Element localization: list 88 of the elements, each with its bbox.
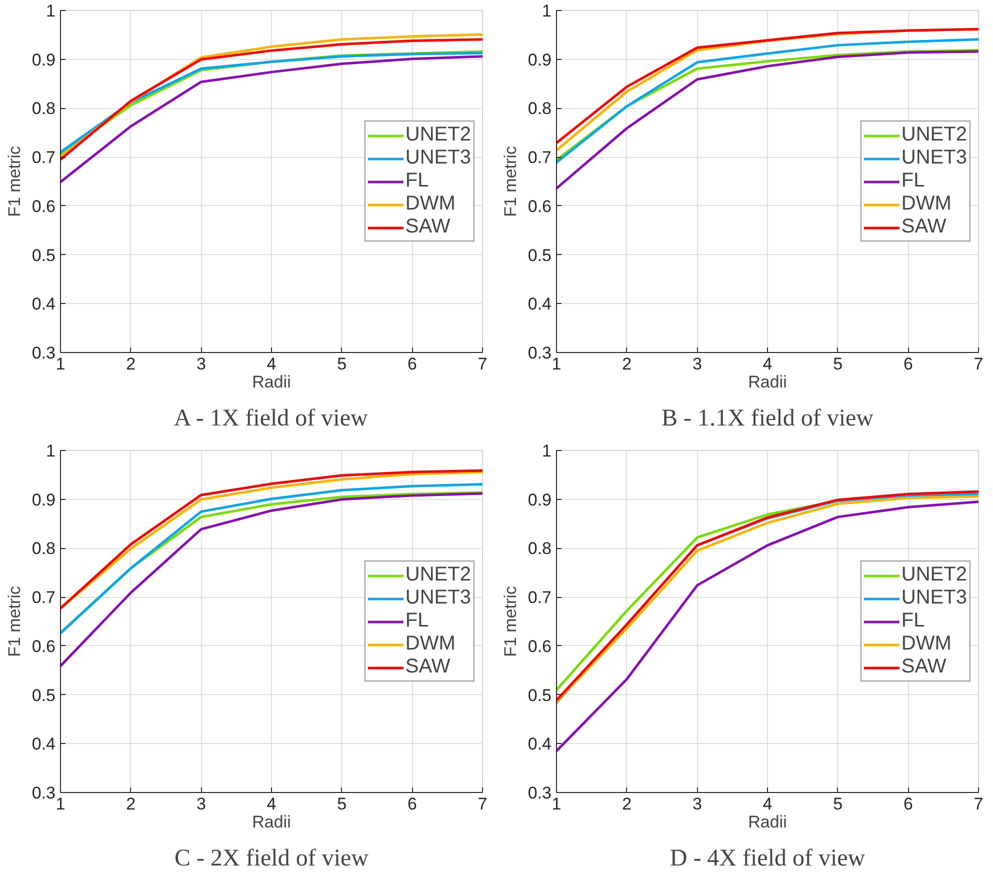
y-tick-label: 0.4 — [528, 734, 552, 754]
text: D - 4X field of view — [670, 846, 866, 872]
y-tick-label: 1 — [542, 2, 552, 20]
y-tick-label: 0.4 — [32, 294, 56, 314]
x-tick-label: 7 — [974, 794, 984, 814]
x-tick-label: 6 — [407, 354, 417, 374]
y-tick-label: 0.7 — [32, 148, 56, 168]
legend-label: FL — [405, 610, 429, 632]
y-tick-label: 0.6 — [32, 636, 56, 656]
x-tick-label: 2 — [126, 794, 136, 814]
y-tick-label: 1 — [46, 442, 56, 460]
x-tick-label: 6 — [903, 354, 913, 374]
y-tick-label: 0.5 — [32, 246, 56, 265]
x-tick-label: 6 — [903, 794, 913, 814]
y-axis-title: F1 metric — [4, 146, 24, 217]
y-tick-label: 0.3 — [32, 344, 56, 362]
y-tick-label: 1 — [542, 442, 552, 460]
legend-label: UNET2 — [901, 564, 967, 586]
x-tick-label: 3 — [196, 794, 206, 814]
legend-label: FL — [901, 170, 925, 192]
y-tick-label: 0.7 — [32, 588, 56, 608]
legend-label: DWM — [901, 632, 952, 656]
legend-label: UNET3 — [405, 586, 471, 610]
x-tick-label: 4 — [762, 354, 772, 374]
legend-label: SAW — [405, 216, 450, 238]
x-tick-label: 4 — [266, 794, 276, 814]
y-tick-label: 0.8 — [32, 99, 56, 118]
y-tick-label: 0.9 — [528, 490, 552, 510]
y-tick-label: 0.8 — [528, 539, 552, 558]
y-tick-label: 0.9 — [32, 490, 56, 510]
legend-label: UNET2 — [405, 124, 471, 146]
y-axis-title: F1 metric — [500, 586, 520, 657]
y-tick-label: 0.5 — [32, 686, 56, 705]
y-axis-title: F1 metric — [500, 146, 520, 217]
legend-label: DWM — [405, 632, 456, 656]
legend-label: SAW — [405, 656, 450, 678]
legend-label: UNET3 — [901, 146, 967, 170]
y-tick-label: 1 — [46, 2, 56, 20]
x-tick-label: 3 — [196, 354, 206, 374]
legend-label: DWM — [901, 192, 952, 216]
x-tick-label: 4 — [762, 794, 772, 814]
y-tick-label: 0.8 — [528, 99, 552, 118]
x-tick-label: 2 — [622, 354, 632, 374]
y-tick-label: 0.6 — [528, 636, 552, 656]
x-tick-label: 7 — [974, 354, 984, 374]
legend-label: FL — [901, 610, 925, 632]
text: A - 1X field of view — [174, 406, 368, 432]
y-tick-label: 0.3 — [32, 784, 56, 802]
text: B - 1.1X field of view — [662, 406, 874, 432]
x-tick-label: 4 — [266, 354, 276, 374]
legend-label: SAW — [901, 656, 946, 678]
x-tick-label: 5 — [337, 794, 347, 814]
y-tick-label: 0.5 — [528, 686, 552, 705]
y-tick-label: 0.3 — [528, 344, 552, 362]
y-tick-label: 0.9 — [528, 50, 552, 70]
y-tick-label: 0.7 — [528, 148, 552, 168]
y-tick-label: 0.4 — [528, 294, 552, 314]
y-tick-label: 0.8 — [32, 539, 56, 558]
y-tick-label: 0.7 — [528, 588, 552, 608]
text: C - 2X field of view — [174, 846, 370, 872]
y-axis-title: F1 metric — [4, 586, 24, 657]
legend-label: DWM — [405, 192, 456, 216]
legend-label: UNET2 — [901, 124, 967, 146]
y-tick-label: 0.5 — [528, 246, 552, 265]
y-tick-label: 0.4 — [32, 734, 56, 754]
x-axis-title: Radii — [252, 372, 291, 392]
x-axis-title: Radii — [252, 812, 291, 832]
x-tick-label: 6 — [407, 794, 417, 814]
legend-label: UNET3 — [901, 586, 967, 610]
y-tick-label: 0.3 — [528, 784, 552, 802]
legend-label: FL — [405, 170, 429, 192]
legend-label: UNET3 — [405, 146, 471, 170]
x-tick-label: 7 — [478, 354, 488, 374]
x-tick-label: 2 — [126, 354, 136, 374]
x-axis-title: Radii — [748, 372, 787, 392]
x-tick-label: 3 — [692, 794, 702, 814]
x-tick-label: 7 — [478, 794, 488, 814]
x-tick-label: 5 — [833, 354, 843, 374]
x-axis-title: Radii — [748, 812, 787, 832]
y-tick-label: 0.9 — [32, 50, 56, 70]
legend-label: SAW — [901, 216, 946, 238]
y-tick-label: 0.6 — [32, 196, 56, 216]
legend-label: UNET2 — [405, 564, 471, 586]
x-tick-label: 3 — [692, 354, 702, 374]
x-tick-label: 5 — [833, 794, 843, 814]
y-tick-label: 0.6 — [528, 196, 552, 216]
x-tick-label: 2 — [622, 794, 632, 814]
x-tick-label: 5 — [337, 354, 347, 374]
